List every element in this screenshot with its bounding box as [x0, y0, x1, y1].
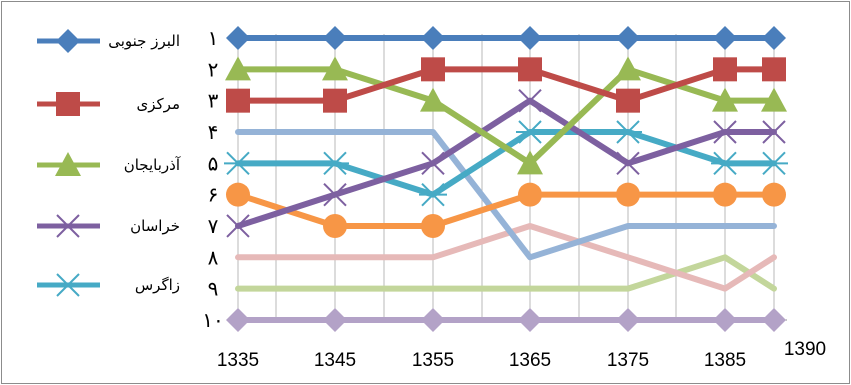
data-point: [225, 56, 251, 81]
data-point: [517, 150, 543, 175]
data-point: [421, 213, 445, 238]
series-4: [226, 88, 786, 238]
y-tick-label: ٣: [208, 89, 219, 113]
legend-item: زاگرس: [37, 273, 180, 297]
legend-marker: [56, 29, 80, 53]
data-point: [226, 307, 250, 332]
data-point: [518, 307, 542, 332]
data-point: [713, 57, 737, 82]
data-point: [616, 88, 640, 113]
data-point: [226, 88, 250, 113]
series-2: [226, 57, 786, 113]
data-point: [421, 151, 445, 176]
x-tick-label: 1345: [314, 350, 356, 371]
data-point: [518, 26, 542, 50]
series-7: [235, 128, 777, 261]
series-line: [235, 66, 777, 104]
data-point: [322, 56, 348, 81]
data-point: [518, 182, 542, 207]
data-point: [760, 151, 788, 176]
legend-label: خراسان: [130, 217, 180, 235]
y-tick-label: ٧: [208, 214, 219, 238]
data-point: [323, 88, 347, 113]
data-point: [762, 57, 786, 82]
x-tick-label: 1355: [412, 350, 454, 371]
legend-item: مرکزی: [37, 92, 180, 116]
data-point: [616, 151, 640, 176]
data-point: [323, 307, 347, 332]
legend-label: مرکزی: [137, 95, 180, 113]
legend: البرز جنوبی مرکزی آذربایجان خراسان زاگرس: [37, 29, 181, 297]
x-tick-label: 1385: [704, 350, 746, 371]
data-point: [421, 57, 445, 82]
data-point: [615, 56, 641, 81]
series-5: [224, 120, 788, 207]
series-line: [235, 222, 777, 292]
data-point: [711, 151, 739, 176]
data-point: [761, 87, 787, 112]
data-point: [518, 88, 542, 113]
data-point: [224, 151, 252, 176]
legend-item: خراسان: [37, 214, 180, 238]
y-tick-label: ۶: [208, 183, 219, 207]
series-line: [235, 128, 777, 261]
data-point: [614, 120, 642, 144]
data-point: [762, 120, 786, 144]
series-10: [226, 307, 786, 332]
series-3: [225, 56, 787, 175]
x-tick-label: 1375: [607, 350, 649, 371]
data-point: [762, 307, 786, 332]
data-point: [616, 182, 640, 207]
data-point: [420, 87, 446, 112]
data-point: [616, 26, 640, 50]
data-point: [226, 182, 250, 207]
data-point: [713, 26, 737, 50]
y-tick-label: ٨: [208, 245, 219, 269]
legend-marker: [55, 152, 81, 176]
series-line: [235, 254, 777, 292]
series-1: [226, 26, 786, 50]
data-point: [516, 120, 544, 144]
x-tick-label: 1335: [217, 350, 259, 371]
data-point: [421, 307, 445, 332]
y-tick-label: ۵: [208, 151, 219, 175]
data-point: [713, 182, 737, 207]
y-tick-label: ۴: [208, 120, 219, 144]
data-point: [321, 151, 349, 176]
data-point: [713, 307, 737, 332]
data-point: [226, 26, 250, 50]
data-point: [713, 120, 737, 144]
data-point: [323, 213, 347, 238]
data-point: [421, 26, 445, 50]
data-point: [762, 182, 786, 207]
legend-marker: [56, 92, 80, 116]
data-point: [323, 182, 347, 207]
data-point: [323, 26, 347, 50]
legend-marker: [54, 273, 82, 297]
legend-label: البرز جنوبی: [108, 32, 180, 50]
y-tick-label: ١٠: [202, 308, 223, 332]
x-tick-label: 1390: [784, 339, 826, 360]
data-point: [419, 182, 447, 207]
data-point: [762, 26, 786, 50]
data-point: [616, 307, 640, 332]
series-9: [235, 254, 777, 292]
y-tick-label: ١: [208, 26, 219, 50]
series-6: [226, 182, 786, 238]
legend-item: البرز جنوبی: [37, 29, 180, 53]
y-tick-label: ٢: [208, 57, 219, 81]
legend-label: زاگرس: [135, 276, 180, 294]
y-tick-label: ٩: [208, 277, 219, 301]
data-point: [226, 214, 250, 238]
legend-label: آذربایجان: [124, 156, 181, 174]
x-tick-label: 1365: [509, 350, 551, 371]
legend-item: آذربایجان: [37, 152, 181, 176]
legend-marker: [56, 214, 80, 238]
data-point: [712, 87, 738, 112]
series-8: [235, 222, 777, 292]
data-point: [518, 57, 542, 82]
